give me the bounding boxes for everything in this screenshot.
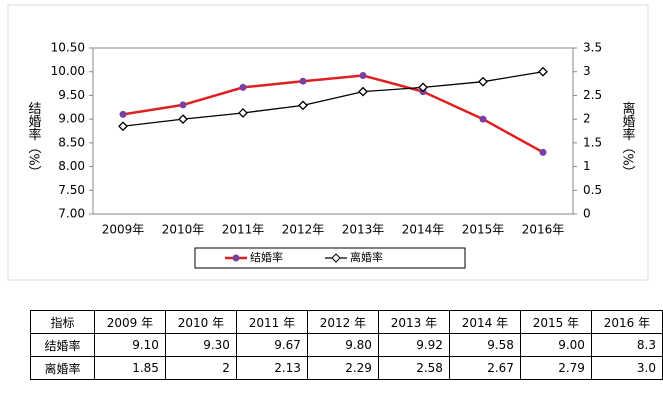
- table-cell: 9.58: [448, 333, 521, 357]
- table-cell: 9.10: [93, 333, 166, 357]
- header-cell: 2012 年: [306, 310, 379, 334]
- legend-label: 结婚率: [250, 250, 283, 264]
- y-tick-label: 8.50: [58, 135, 85, 149]
- point: [478, 76, 488, 87]
- point: [358, 86, 368, 97]
- header-cell: 2011 年: [235, 310, 308, 334]
- plot-frame: [92, 47, 574, 215]
- header-cell: 2010 年: [164, 310, 237, 334]
- x-tick-label: 2013年: [342, 223, 385, 237]
- header-cell: 2014 年: [448, 310, 521, 334]
- point: [118, 121, 128, 132]
- x-tick-label: 2015年: [462, 223, 505, 237]
- point: [119, 110, 127, 118]
- y2-tick-label: 3.5: [583, 41, 602, 55]
- table-row: 结婚率 9.10 9.30 9.67 9.80 9.92 9.58 9.00 8.3: [30, 333, 663, 357]
- y-tick-label: 7.00: [58, 207, 85, 221]
- table-cell: 3.0: [590, 356, 663, 380]
- y-tick-label: 9.50: [58, 88, 85, 102]
- table-row: 离婚率 1.85 2 2.13 2.29 2.58 2.67 2.79 3.0: [30, 356, 663, 380]
- point: [538, 66, 548, 77]
- chart: 结婚率（%） 离婚率（%） 7.007.508.008.509.009.5010…: [7, 4, 649, 281]
- y-axis-title: 结婚率（%）: [26, 101, 42, 178]
- data-table: 指标 2009 年 2010 年 2011 年 2012 年 2013 年 2014 年 20…: [30, 310, 663, 380]
- x-tick-label: 2012年: [282, 223, 325, 237]
- x-tick-label: 2011年: [222, 223, 265, 237]
- point: [238, 108, 248, 118]
- point: [539, 148, 547, 156]
- y2-tick-label: 2: [583, 112, 591, 126]
- point: [359, 72, 367, 80]
- y-tick-label: 10.00: [51, 64, 85, 78]
- x-tick-label: 2014年: [402, 223, 445, 237]
- row-label: 离婚率: [30, 356, 95, 380]
- y-tick-label: 8.00: [58, 159, 85, 173]
- y2-tick-label: 0.5: [583, 183, 602, 197]
- point: [418, 82, 428, 93]
- table-cell: 1.85: [93, 356, 166, 380]
- point: [178, 114, 188, 125]
- y-tick-label: 10.50: [51, 41, 85, 55]
- header-cell: 指标: [30, 310, 95, 334]
- series-line: [122, 71, 544, 127]
- table-cell: 2.29: [306, 356, 379, 380]
- y2-tick-label: 3: [583, 64, 591, 78]
- y2-tick-label: 0: [583, 207, 591, 221]
- point: [479, 115, 487, 123]
- table-cell: 8.3: [590, 333, 663, 357]
- y2-tick-label: 2.5: [583, 88, 602, 102]
- y2-axis-title: 离婚率（%）: [620, 101, 636, 179]
- table-cell: 2.13: [235, 356, 308, 380]
- table-cell: 9.92: [377, 333, 450, 357]
- y2-tick-label: 1.5: [583, 135, 602, 149]
- x-tick-label: 2010年: [162, 223, 205, 237]
- x-tick-label: 2016年: [522, 223, 565, 237]
- point: [239, 83, 247, 91]
- table-cell: 2.79: [519, 356, 592, 380]
- table-cell: 2.58: [377, 356, 450, 380]
- series-line: [122, 74, 544, 154]
- table-cell: 9.00: [519, 333, 592, 357]
- y-tick-label: 9.00: [58, 112, 85, 126]
- legend-label: 离婚率: [350, 250, 383, 264]
- header-cell: 2013 年: [377, 310, 450, 334]
- table-header-row: 指标 2009 年 2010 年 2011 年 2012 年 2013 年 2014 年 20…: [30, 310, 663, 334]
- table-cell: 2: [164, 356, 237, 380]
- table-cell: 9.80: [306, 333, 379, 357]
- point: [298, 100, 308, 111]
- header-cell: 2016 年: [590, 310, 663, 334]
- legend-marker: [232, 254, 240, 262]
- y2-tick-label: 1: [583, 159, 591, 173]
- chart-frame: [7, 4, 649, 281]
- x-tick-label: 2009年: [102, 223, 145, 237]
- y-tick-label: 7.50: [58, 183, 85, 197]
- point: [179, 101, 187, 109]
- table-cell: 9.30: [164, 333, 237, 357]
- header-cell: 2015 年: [519, 310, 592, 334]
- table-cell: 2.67: [448, 356, 521, 380]
- row-label: 结婚率: [30, 333, 95, 357]
- header-cell: 2009 年: [93, 310, 166, 334]
- point: [299, 77, 307, 85]
- legend-marker: [331, 253, 341, 263]
- table-cell: 9.67: [235, 333, 308, 357]
